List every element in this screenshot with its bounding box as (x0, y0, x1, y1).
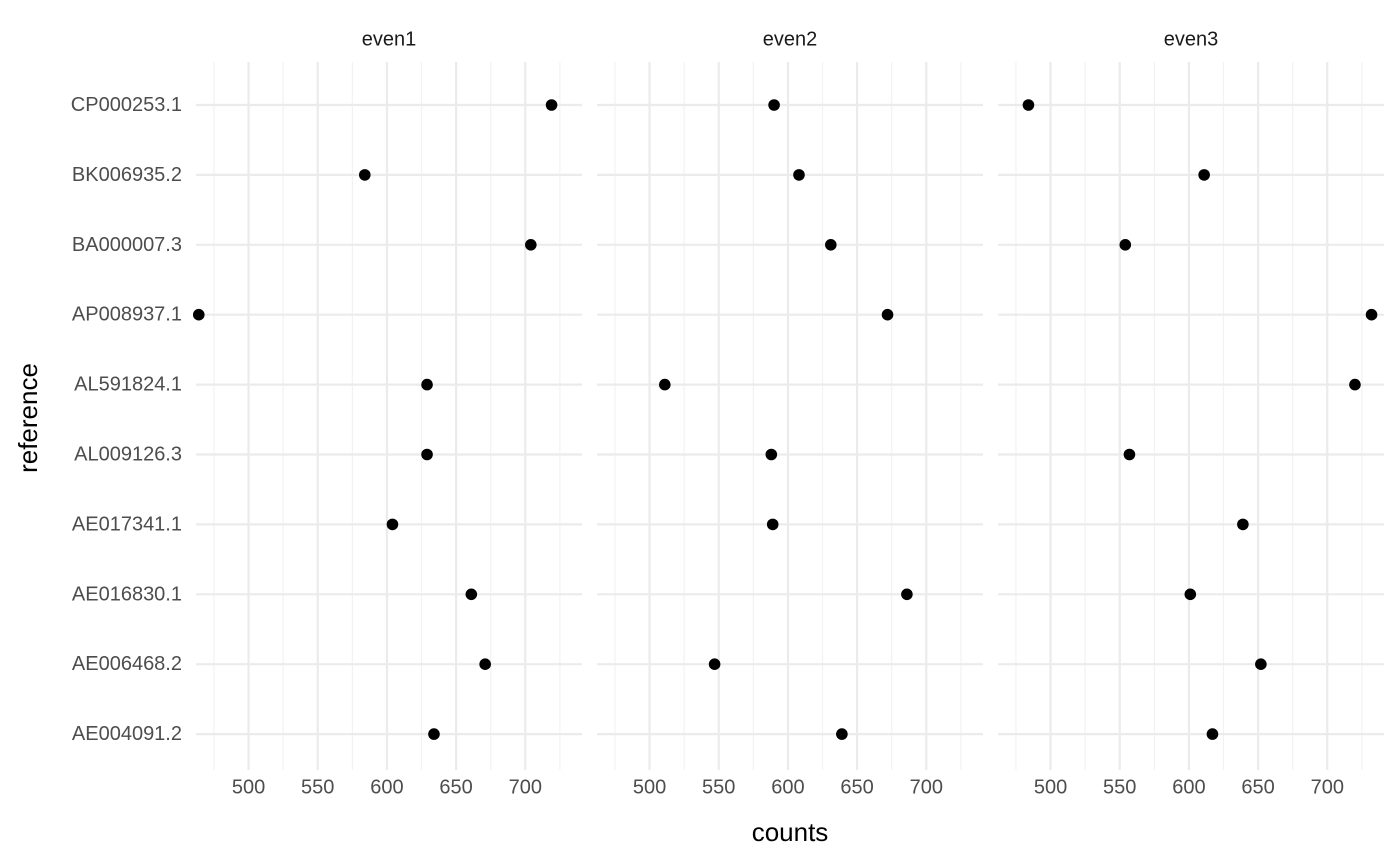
data-point (421, 448, 433, 461)
data-point (836, 728, 848, 740)
data-point (1255, 658, 1267, 670)
y-tick-label: AP008937.1 (72, 304, 182, 326)
data-point (1022, 99, 1035, 111)
data-point (1237, 518, 1249, 531)
x-tick-label: 500 (232, 777, 265, 799)
facet-panel-even3: 500 550 600 650 700 even3 (998, 28, 1384, 799)
data-point (766, 518, 779, 531)
facet-strip-label: even1 (362, 28, 417, 50)
data-point (465, 588, 478, 601)
data-point (192, 308, 205, 321)
data-point (765, 448, 778, 461)
x-tick-label: 650 (439, 777, 472, 799)
data-point (525, 239, 537, 251)
x-axis-title: counts (752, 817, 829, 847)
data-point (1119, 239, 1132, 251)
x-tick-label: 700 (509, 777, 542, 799)
y-tick-label: BA000007.3 (72, 234, 182, 256)
data-point (479, 658, 491, 670)
data-point (421, 378, 433, 391)
data-point (658, 378, 671, 391)
data-point (545, 99, 558, 111)
data-point (881, 308, 894, 321)
data-point (1198, 169, 1210, 181)
x-tick-label: 550 (1103, 777, 1136, 799)
data-point (793, 169, 805, 181)
data-point (386, 518, 399, 531)
x-tick-label: 700 (910, 777, 943, 799)
y-tick-labels: CP000253.1 BK006935.2 BA000007.3 AP008937.1… (71, 94, 182, 745)
facet-panel-even1: 500 550 600 650 700 even1 (192, 28, 582, 799)
y-tick-label: AE017341.1 (72, 513, 182, 535)
facet-panel-even2: 500 550 600 650 700 even2 (597, 28, 983, 799)
data-point (428, 728, 440, 740)
y-tick-label: CP000253.1 (71, 94, 182, 116)
y-tick-label: AE004091.2 (72, 723, 182, 745)
data-point (1365, 308, 1378, 321)
y-tick-label: AE016830.1 (72, 583, 182, 605)
data-point (825, 239, 837, 251)
x-tick-label: 500 (1034, 777, 1067, 799)
x-tick-label: 700 (1311, 777, 1344, 799)
data-point (1123, 448, 1136, 461)
data-point (1349, 378, 1361, 391)
facet-strip-label: even2 (763, 28, 818, 50)
x-tick-label: 600 (370, 777, 403, 799)
x-tick-label: 600 (771, 777, 804, 799)
x-tick-label: 600 (1172, 777, 1205, 799)
data-point (708, 658, 721, 670)
panels-layer: 500 550 600 650 700 even1 500 550 600 650 700 even2… (192, 28, 1384, 799)
y-tick-label: BK006935.2 (72, 164, 182, 186)
y-tick-label: AE006468.2 (72, 653, 182, 675)
data-point (768, 99, 780, 111)
x-tick-label: 550 (301, 777, 334, 799)
data-point (901, 588, 913, 601)
x-tick-label: 650 (840, 777, 873, 799)
data-point (1206, 728, 1219, 740)
y-tick-label: AL591824.1 (74, 374, 182, 396)
y-tick-label: AL009126.3 (74, 444, 182, 466)
data-point (1184, 588, 1197, 601)
facet-strip-label: even3 (1164, 28, 1219, 50)
y-axis-title: reference (13, 363, 43, 473)
x-tick-label: 500 (633, 777, 666, 799)
data-point (358, 169, 371, 181)
x-tick-label: 550 (702, 777, 735, 799)
x-tick-label: 650 (1241, 777, 1274, 799)
